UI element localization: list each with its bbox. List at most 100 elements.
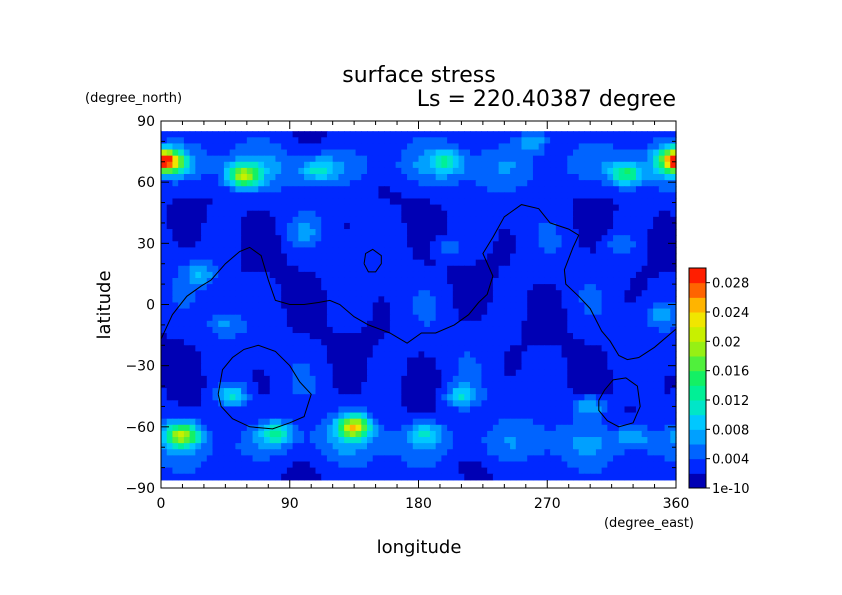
heatmap-cell xyxy=(578,216,586,224)
heatmap-cell xyxy=(590,149,597,157)
heatmap-cell xyxy=(613,418,620,426)
heatmap-cell xyxy=(584,296,591,304)
heatmap-cell xyxy=(504,180,511,187)
heatmap-cell xyxy=(172,241,179,249)
heatmap-cell xyxy=(584,345,591,352)
heatmap-cell xyxy=(573,381,580,389)
heatmap-cell xyxy=(229,210,236,218)
heatmap-cell xyxy=(487,443,494,450)
heatmap-cell xyxy=(412,375,420,383)
heatmap-cell xyxy=(412,204,420,212)
heatmap-cell xyxy=(618,326,626,334)
heatmap-cell xyxy=(664,155,671,163)
heatmap-cell xyxy=(355,284,362,291)
heatmap-cell xyxy=(195,369,202,377)
heatmap-cell xyxy=(338,253,345,261)
heatmap-cell xyxy=(550,174,557,181)
heatmap-cell xyxy=(595,241,603,249)
heatmap-cell xyxy=(195,461,202,469)
heatmap-cell xyxy=(218,137,225,145)
heatmap-cell xyxy=(601,131,608,138)
heatmap-cell xyxy=(189,449,196,456)
heatmap-cell xyxy=(441,455,448,463)
heatmap-cell xyxy=(613,333,620,340)
heatmap-cell xyxy=(601,351,608,359)
heatmap-cell xyxy=(641,137,648,145)
heatmap-cell xyxy=(538,381,545,389)
heatmap-cell xyxy=(664,406,671,414)
heatmap-cell xyxy=(515,271,523,279)
heatmap-cell xyxy=(492,308,500,316)
heatmap-cell xyxy=(481,339,488,346)
heatmap-cell xyxy=(229,424,236,432)
heatmap-cell xyxy=(395,375,402,383)
heatmap-cell xyxy=(361,345,368,352)
x-unit-label: (degree_east) xyxy=(604,516,694,531)
heatmap-cell xyxy=(452,149,460,157)
heatmap-cell xyxy=(401,216,408,224)
heatmap-cell xyxy=(212,437,219,444)
heatmap-cell xyxy=(241,198,248,206)
heatmap-cell xyxy=(584,369,591,377)
heatmap-cell xyxy=(538,357,545,365)
heatmap-cell xyxy=(412,381,420,389)
heatmap-cell xyxy=(372,216,380,224)
heatmap-cell xyxy=(424,320,431,328)
heatmap-cell xyxy=(281,271,288,279)
heatmap-cell xyxy=(241,137,248,145)
heatmap-cell xyxy=(183,204,191,212)
heatmap-cell xyxy=(281,222,288,230)
heatmap-cell xyxy=(441,198,448,206)
heatmap-cell xyxy=(555,400,563,408)
heatmap-cell xyxy=(475,455,483,463)
heatmap-cell xyxy=(264,174,271,181)
heatmap-cell xyxy=(635,186,643,193)
heatmap-cell xyxy=(653,388,660,395)
heatmap-cell xyxy=(544,143,551,151)
heatmap-cell xyxy=(635,290,643,297)
heatmap-cell xyxy=(418,314,425,322)
heatmap-cell xyxy=(349,229,357,236)
heatmap-cell xyxy=(201,357,208,365)
heatmap-cell xyxy=(573,174,580,181)
heatmap-cell xyxy=(630,461,637,469)
heatmap-cell xyxy=(447,326,454,334)
heatmap-cell xyxy=(178,259,185,267)
heatmap-cell xyxy=(275,320,282,328)
heatmap-cell xyxy=(515,296,523,304)
heatmap-cell xyxy=(275,296,282,304)
heatmap-cell xyxy=(275,333,282,340)
heatmap-cell xyxy=(424,339,431,346)
heatmap-cell xyxy=(338,455,345,463)
heatmap-cell xyxy=(590,186,597,193)
heatmap-cell xyxy=(515,400,523,408)
heatmap-cell xyxy=(309,277,317,285)
heatmap-cell xyxy=(578,308,586,316)
heatmap-cell xyxy=(166,394,174,401)
heatmap-cell xyxy=(201,265,208,273)
heatmap-cell xyxy=(275,186,282,193)
heatmap-cell xyxy=(464,198,471,206)
heatmap-cell xyxy=(452,461,460,469)
heatmap-cell xyxy=(510,296,517,304)
heatmap-cell xyxy=(458,424,465,432)
heatmap-cell xyxy=(544,412,551,420)
heatmap-cell xyxy=(470,400,477,408)
heatmap-cell xyxy=(487,461,494,469)
heatmap-cell xyxy=(183,351,191,359)
heatmap-cell xyxy=(641,235,648,242)
heatmap-cell xyxy=(241,351,248,359)
heatmap-cell xyxy=(492,284,500,291)
heatmap-cell xyxy=(561,388,568,395)
heatmap-cell xyxy=(344,449,351,456)
heatmap-cell xyxy=(561,357,568,365)
heatmap-cell xyxy=(178,339,185,346)
heatmap-cell xyxy=(647,271,654,279)
heatmap-cell xyxy=(521,284,528,291)
heatmap-cell xyxy=(412,143,420,151)
heatmap-cell xyxy=(504,320,511,328)
heatmap-cell xyxy=(498,449,505,456)
heatmap-cell xyxy=(258,137,265,145)
heatmap-cell xyxy=(189,161,196,169)
heatmap-cell xyxy=(384,235,391,242)
